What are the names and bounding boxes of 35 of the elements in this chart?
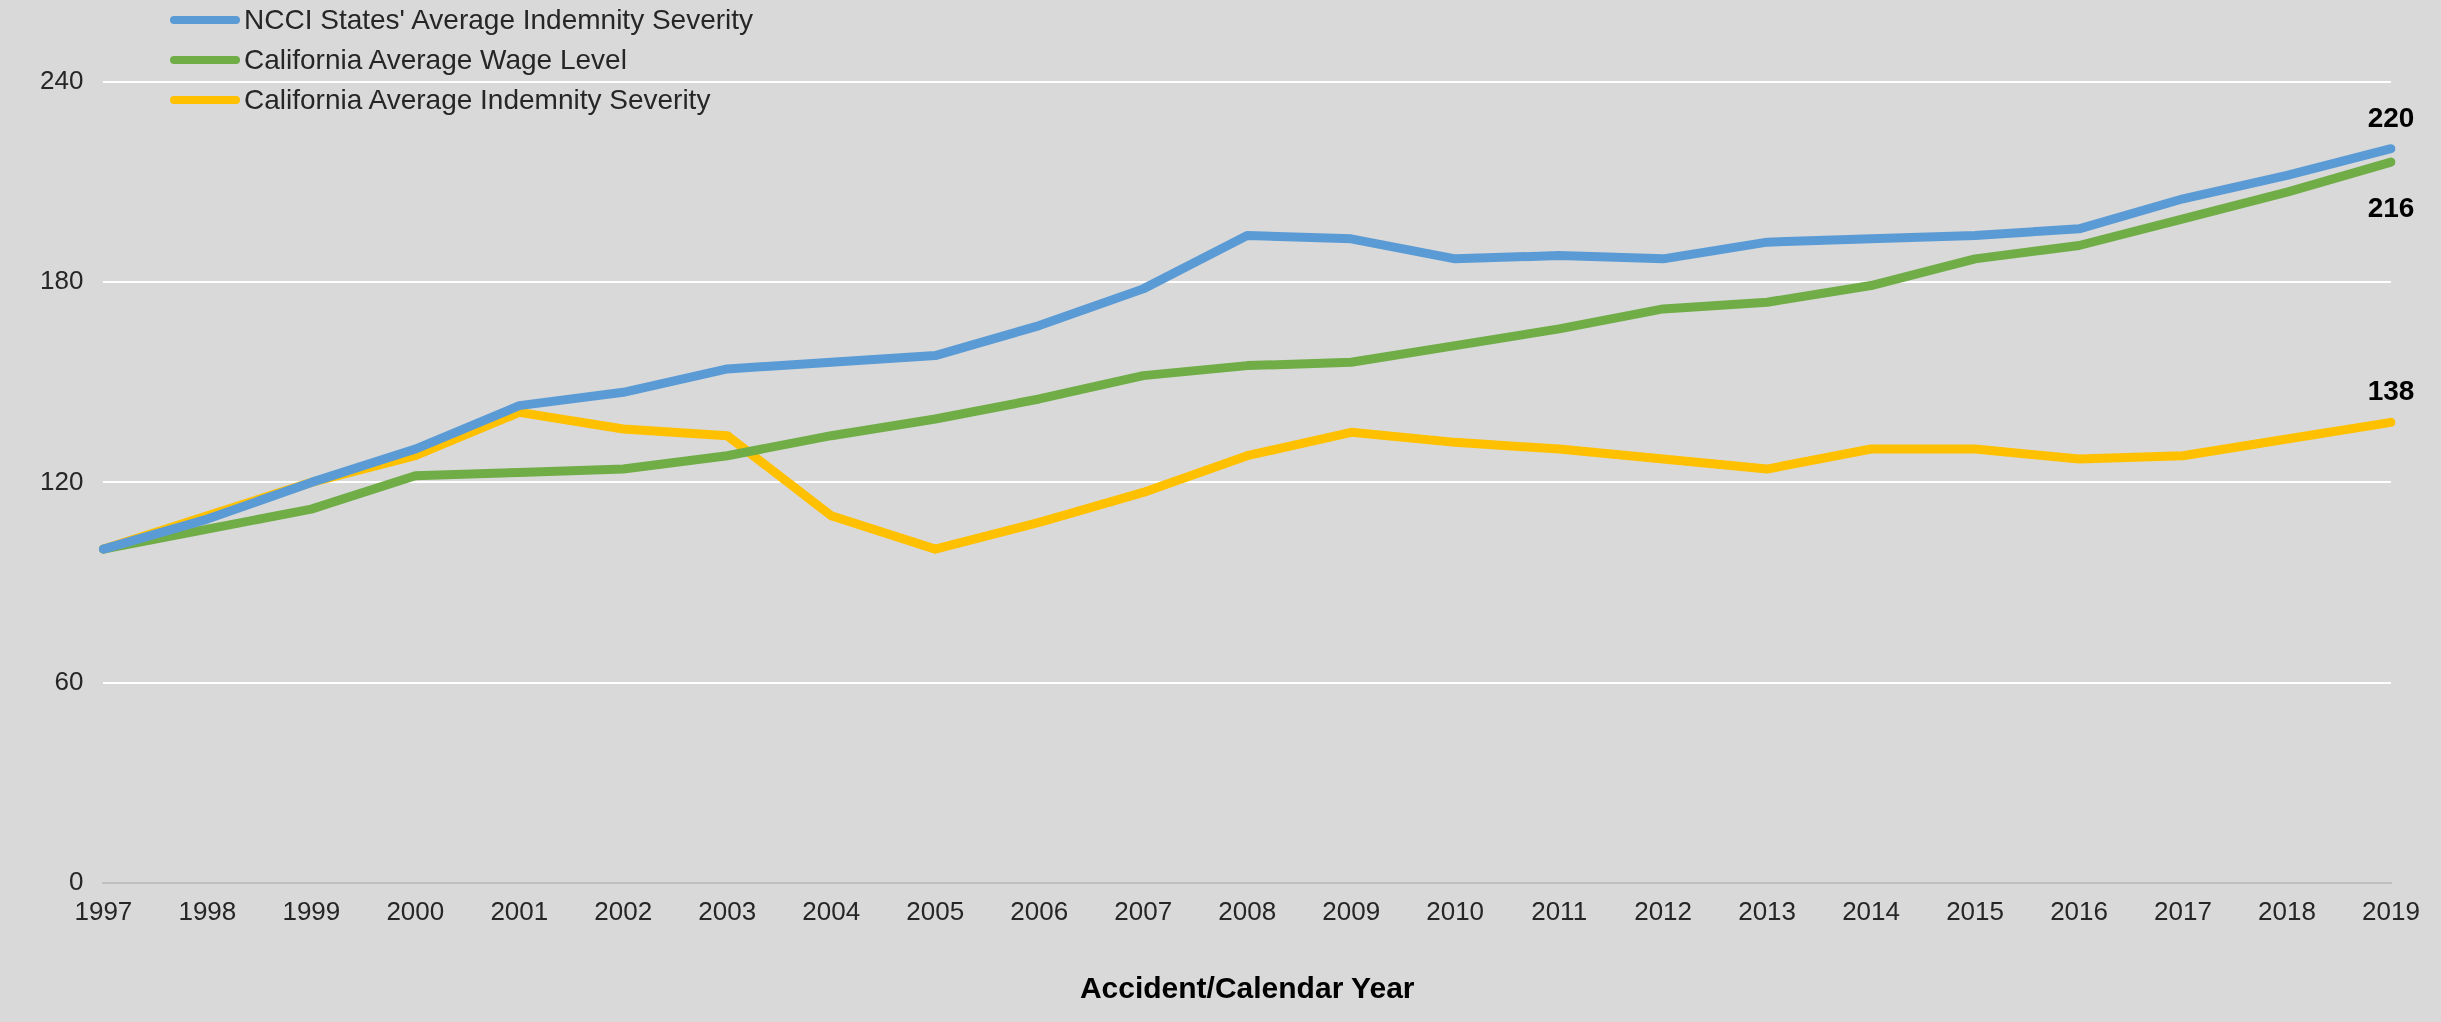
y-tick-label: 60 — [54, 665, 84, 696]
y-tick-label: 180 — [39, 265, 84, 296]
data-label: 216 — [2367, 192, 2415, 224]
legend-label: NCCI States' Average Indemnity Severity — [244, 4, 754, 36]
x-tick-label: 2002 — [594, 895, 653, 926]
x-tick-label: 2005 — [906, 895, 965, 926]
x-tick-label: 2007 — [1114, 895, 1173, 926]
x-tick-label: 2015 — [1946, 895, 2004, 926]
data-label: 220 — [2367, 101, 2415, 133]
x-tick-label: 2003 — [698, 895, 757, 926]
y-tick-label: 120 — [39, 465, 84, 496]
x-tick-label: 2014 — [1842, 895, 1901, 926]
y-tick-label: 0 — [68, 865, 84, 896]
x-tick-label: 2012 — [1634, 895, 1693, 926]
legend-label: California Average Wage Level — [244, 44, 627, 76]
x-axis-title: Accident/Calendar Year — [1079, 971, 1415, 1005]
x-tick-label: 2019 — [2362, 895, 2420, 926]
x-tick-label: 2001 — [490, 895, 549, 926]
data-label: 138 — [2367, 375, 2415, 407]
x-tick-label: 2017 — [2154, 895, 2212, 926]
x-tick-label: 2006 — [1010, 895, 1069, 926]
x-tick-label: 1998 — [178, 895, 237, 926]
legend-label: California Average Indemnity Severity — [244, 84, 711, 116]
x-tick-label: 2016 — [2050, 895, 2108, 926]
x-tick-label: 1999 — [282, 895, 341, 926]
x-tick-label: 1997 — [74, 895, 133, 926]
x-tick-label: 2013 — [1738, 895, 1797, 926]
x-tick-label: 2018 — [2258, 895, 2316, 926]
x-tick-label: 2008 — [1218, 895, 1277, 926]
x-tick-label: 2000 — [386, 895, 445, 926]
x-tick-label: 2010 — [1426, 895, 1485, 926]
y-tick-label: 240 — [39, 65, 84, 96]
x-tick-label: 2004 — [802, 895, 861, 926]
x-tick-label: 2009 — [1322, 895, 1381, 926]
x-tick-label: 2011 — [1531, 895, 1588, 926]
